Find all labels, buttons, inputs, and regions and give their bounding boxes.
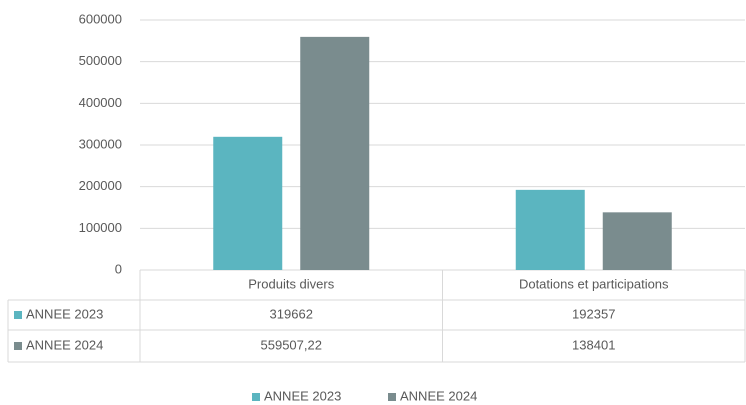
y-tick-label: 600000 bbox=[79, 11, 122, 26]
table-value: 319662 bbox=[270, 306, 313, 321]
table-value: 559507,22 bbox=[261, 337, 322, 352]
y-tick-label: 0 bbox=[115, 261, 122, 276]
bar bbox=[515, 189, 585, 270]
bar bbox=[602, 212, 672, 270]
bar bbox=[213, 136, 283, 270]
y-tick-label: 100000 bbox=[79, 220, 122, 235]
legend-label: ANNEE 2023 bbox=[264, 388, 341, 403]
y-tick-label: 200000 bbox=[79, 178, 122, 193]
legend-label: ANNEE 2024 bbox=[400, 388, 477, 403]
legend-key bbox=[252, 393, 260, 401]
table-row-label: ANNEE 2024 bbox=[26, 337, 103, 352]
legend-key bbox=[388, 393, 396, 401]
y-tick-label: 400000 bbox=[79, 95, 122, 110]
y-tick-label: 300000 bbox=[79, 136, 122, 151]
y-tick-label: 500000 bbox=[79, 53, 122, 68]
table-value: 138401 bbox=[572, 337, 615, 352]
table-value: 192357 bbox=[572, 306, 615, 321]
table-row-label: ANNEE 2023 bbox=[26, 306, 103, 321]
bar bbox=[300, 36, 370, 270]
table-legend-key bbox=[14, 342, 22, 350]
x-tick-label: Produits divers bbox=[248, 276, 334, 291]
table-legend-key bbox=[14, 311, 22, 319]
x-tick-label: Dotations et participations bbox=[519, 276, 669, 291]
